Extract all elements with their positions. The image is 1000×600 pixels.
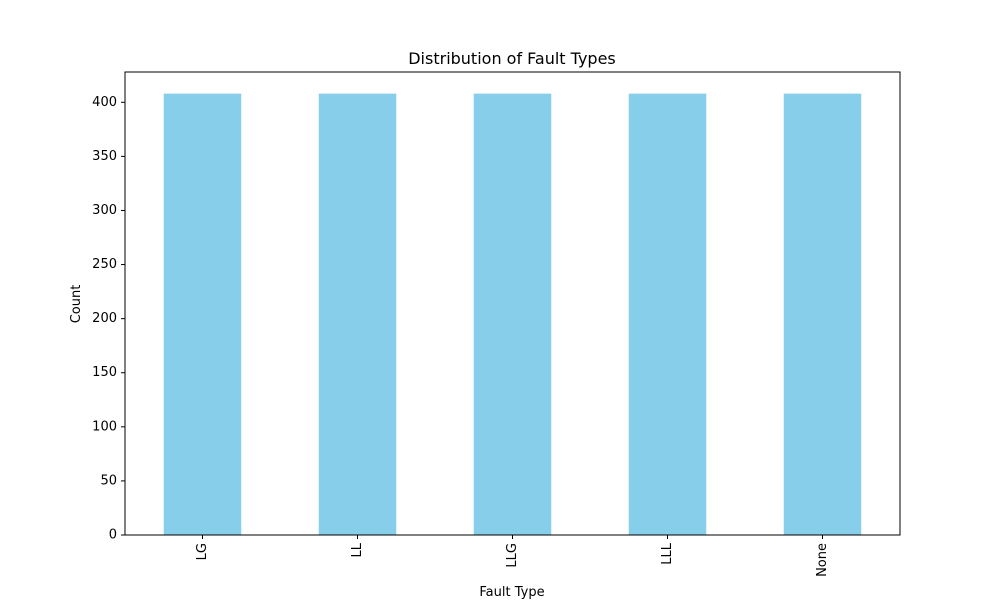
y-tick-label: 350 <box>92 149 117 164</box>
x-axis-label: Fault Type <box>479 585 544 600</box>
x-tick-label: None <box>815 543 830 577</box>
y-axis-label: Count <box>69 285 84 324</box>
y-tick-label: 50 <box>100 473 117 488</box>
bar-lg <box>163 93 242 536</box>
bar-ll <box>318 93 397 536</box>
y-tick-label: 200 <box>92 311 117 326</box>
x-tick-label: LLG <box>505 543 520 568</box>
bars-group <box>163 93 862 536</box>
x-axis: LG LL LLG LLL None <box>195 535 830 577</box>
bar-none <box>783 93 862 536</box>
x-tick-label: LL <box>350 542 365 557</box>
chart-title: Distribution of Fault Types <box>408 49 616 68</box>
bar-llg <box>473 93 552 536</box>
y-tick-label: 150 <box>92 365 117 380</box>
bar-lll <box>628 93 707 536</box>
y-tick-label: 100 <box>92 419 117 434</box>
y-tick-label: 250 <box>92 257 117 272</box>
x-tick-label: LLL <box>660 542 675 564</box>
y-tick-label: 0 <box>109 528 117 543</box>
y-tick-label: 300 <box>92 203 117 218</box>
y-tick-label: 400 <box>92 95 117 110</box>
x-tick-label: LG <box>195 543 210 560</box>
y-axis: 0 50 100 150 200 250 300 350 400 <box>92 95 125 543</box>
